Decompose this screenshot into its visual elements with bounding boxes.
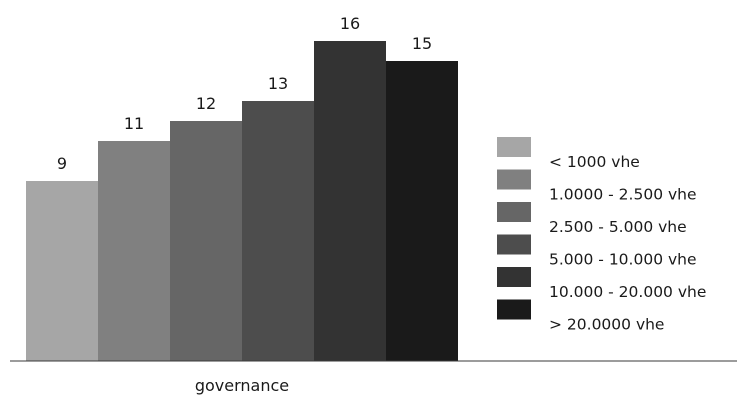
bar-value-label: 9	[57, 154, 67, 173]
bar-1	[26, 181, 98, 361]
bar-2	[98, 141, 170, 361]
bars-group	[26, 41, 458, 361]
legend-swatch-2	[497, 170, 531, 190]
bar-6	[386, 61, 458, 361]
bar-5	[314, 41, 386, 361]
legend: < 1000 vhe 1.0000 - 2.500 vhe 2.500 - 5.00…	[497, 137, 706, 334]
bar-value-label: 11	[124, 114, 144, 133]
legend-label-5: 10.000 - 20.000 vhe	[549, 283, 706, 301]
legend-label-2: 1.0000 - 2.500 vhe	[549, 186, 697, 204]
legend-label-3: 2.500 - 5.000 vhe	[549, 218, 687, 236]
bar-value-label: 13	[268, 74, 288, 93]
legend-label-1: < 1000 vhe	[549, 153, 640, 171]
x-tick-label: governance	[195, 376, 289, 395]
legend-swatch-3	[497, 202, 531, 222]
bar-4	[242, 101, 314, 361]
legend-swatch-1	[497, 137, 531, 157]
legend-swatch-6	[497, 300, 531, 320]
legend-label-6: > 20.0000 vhe	[549, 316, 664, 334]
legend-label-4: 5.000 - 10.000 vhe	[549, 251, 697, 269]
bar-value-label: 12	[196, 94, 216, 113]
bar-value-label: 15	[412, 34, 432, 53]
legend-swatch-4	[497, 235, 531, 255]
legend-swatch-5	[497, 267, 531, 287]
bar-3	[170, 121, 242, 361]
bar-value-label: 16	[340, 14, 360, 33]
